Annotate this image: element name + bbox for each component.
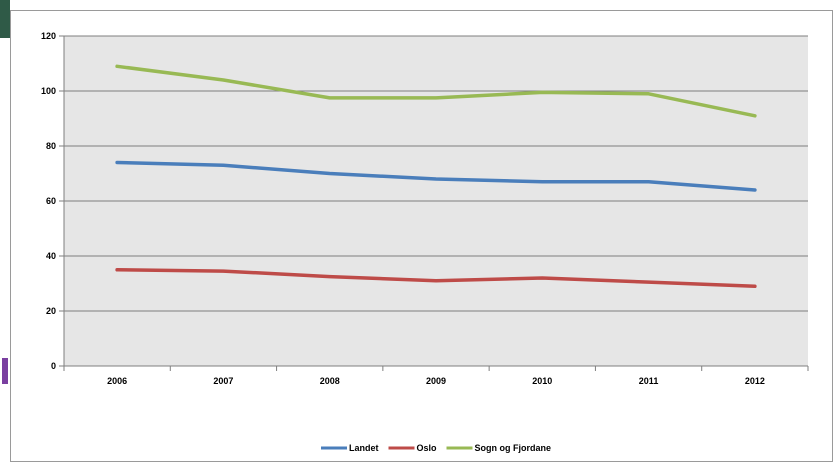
- legend-label: Landet: [349, 443, 379, 453]
- y-tick-label: 0: [51, 361, 56, 371]
- series-line-oslo: [115, 268, 757, 289]
- x-tick-label: 2009: [426, 376, 446, 386]
- x-tick-label: 2007: [213, 376, 233, 386]
- y-tick-label: 80: [46, 141, 56, 151]
- gridlines: [64, 35, 808, 312]
- y-tick-label: 120: [41, 31, 56, 41]
- y-tick-label: 20: [46, 306, 56, 316]
- x-tick-label: 2012: [745, 376, 765, 386]
- series-lines: [115, 64, 757, 289]
- x-tick-label: 2011: [639, 376, 659, 386]
- window-edge-strip: [0, 0, 10, 464]
- legend-item: Oslo: [388, 443, 438, 453]
- legend-label: Oslo: [417, 443, 438, 453]
- legend-item: Sogn og Fjordane: [446, 443, 552, 453]
- legend-label: Sogn og Fjordane: [475, 443, 552, 453]
- series-line-sogn-og-fjordane: [115, 64, 757, 118]
- y-tick-label: 60: [46, 196, 56, 206]
- legend: Landet Oslo Sogn og Fjordane: [321, 443, 551, 453]
- x-tick-label: 2006: [107, 376, 127, 386]
- x-tick-label: 2010: [532, 376, 552, 386]
- axes: 0 20 40 60 80 100 120 2006 2007 2008 2009 2010 2011 2…: [41, 31, 809, 386]
- x-tick-label: 2008: [320, 376, 340, 386]
- legend-item: Landet: [321, 443, 379, 453]
- window-edge-mark: [2, 358, 8, 384]
- y-tick-label: 40: [46, 251, 56, 261]
- y-tick-label: 100: [41, 86, 56, 96]
- series-line-landet: [115, 160, 757, 192]
